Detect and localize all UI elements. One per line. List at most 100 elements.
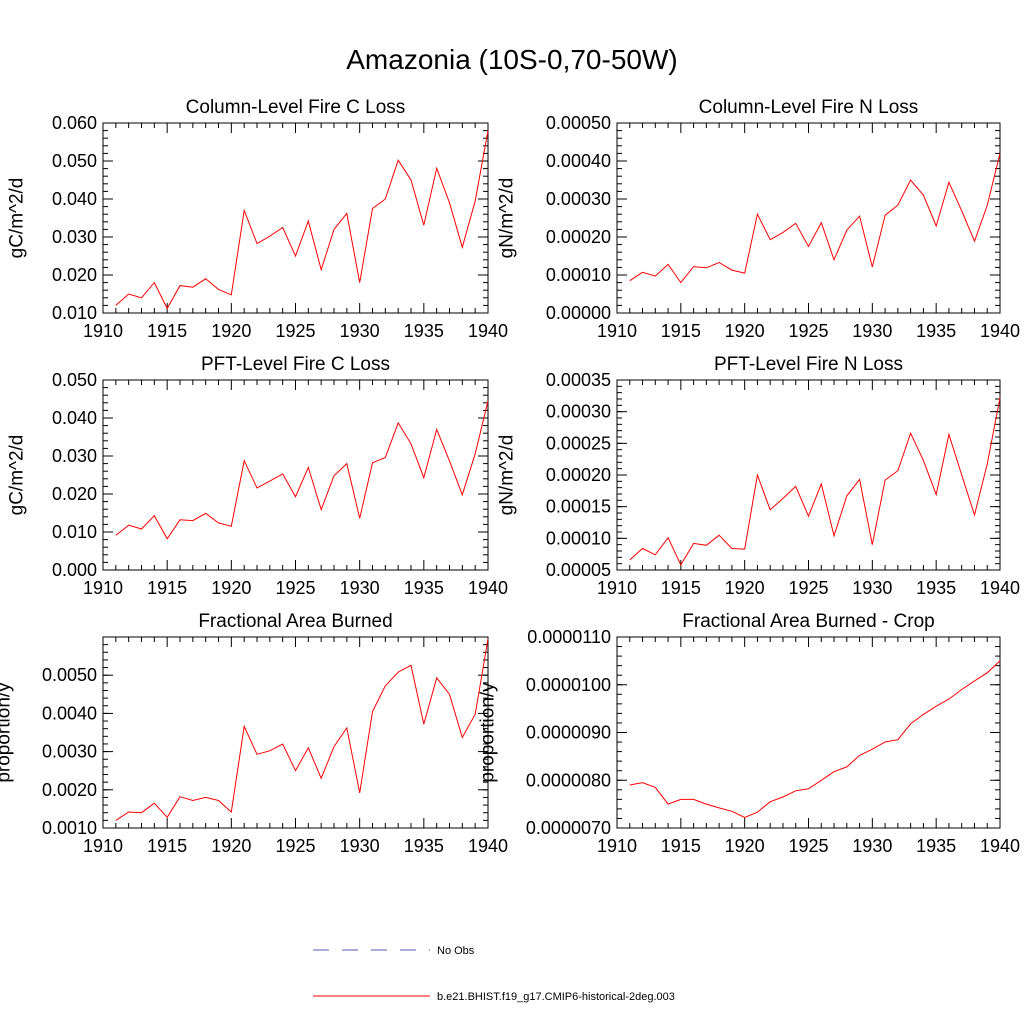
panel-4: PFT-Level Fire N Loss gN/m^2/d 1910 1915 192…: [497, 354, 1021, 598]
y-tick-label: 0.020: [52, 265, 97, 285]
panel-title: PFT-Level Fire N Loss: [714, 354, 903, 375]
x-tick-label: 1935: [916, 836, 956, 856]
x-tick-label: 1915: [661, 836, 701, 856]
legend-label-model-run: b.e21.BHIST.f19_g17.CMIP6-historical-2de…: [437, 991, 675, 1003]
x-tick-label: 1910: [597, 578, 637, 598]
legend-label-no-obs: No Obs: [437, 945, 475, 957]
y-axis-label: gC/m^2/d: [7, 178, 28, 259]
x-tick-label: 1930: [340, 836, 380, 856]
x-tick-label: 1920: [211, 321, 251, 341]
y-axis-label: proportion/y: [478, 682, 499, 783]
y-tick-label: 0.0020: [42, 780, 97, 800]
x-tick-label: 1940: [980, 836, 1020, 856]
y-tick-label: 0.040: [52, 408, 97, 428]
x-tick-label: 1920: [725, 836, 765, 856]
panel-title: Column-Level Fire N Loss: [699, 97, 919, 118]
y-tick-label: 0.040: [52, 189, 97, 209]
y-tick-label: 0.00005: [546, 560, 611, 580]
x-tick-label: 1925: [788, 578, 828, 598]
x-tick-label: 1915: [147, 578, 187, 598]
x-tick-label: 1930: [852, 836, 892, 856]
legend-entry-model-run: b.e21.BHIST.f19_g17.CMIP6-historical-2de…: [313, 991, 675, 1003]
panel-5: Fractional Area Burned proportion/y 1910 19…: [0, 611, 508, 856]
y-tick-label: 0.060: [52, 113, 97, 133]
y-tick-label: 0.00040: [546, 151, 611, 171]
x-tick-label: 1935: [404, 836, 444, 856]
x-tick-label: 1940: [980, 321, 1020, 341]
y-tick-label: 0.0050: [42, 665, 97, 685]
x-tick-label: 1930: [852, 321, 892, 341]
x-tick-label: 1935: [916, 321, 956, 341]
y-tick-label: 0.00010: [546, 265, 611, 285]
x-tick-label: 1920: [725, 321, 765, 341]
series-line: [115, 638, 489, 821]
panel-2: Column-Level Fire N Loss gN/m^2/d 1910 1915…: [497, 97, 1021, 341]
plot-frame: [616, 379, 1001, 571]
y-tick-label: 0.00030: [546, 402, 611, 422]
x-tick-label: 1935: [404, 321, 444, 341]
series-line: [115, 400, 489, 540]
legend-entry-no-obs: No Obs: [313, 945, 475, 957]
y-tick-label: 0.0000090: [526, 723, 611, 743]
y-tick-label: 0.00020: [546, 227, 611, 247]
y-tick-label: 0.00050: [546, 113, 611, 133]
panel-3: PFT-Level Fire C Loss gC/m^2/d 1910 1915 192…: [7, 354, 509, 598]
x-tick-label: 1920: [211, 578, 251, 598]
series-line: [115, 130, 489, 310]
y-tick-label: 0.030: [52, 227, 97, 247]
x-tick-label: 1925: [275, 836, 315, 856]
plot-frame: [102, 122, 489, 314]
x-tick-label: 1940: [468, 836, 508, 856]
x-tick-label: 1915: [147, 836, 187, 856]
legend: No Obs b.e21.BHIST.f19_g17.CMIP6-histori…: [313, 945, 675, 1003]
y-tick-label: 0.000: [52, 560, 97, 580]
x-tick-label: 1925: [788, 836, 828, 856]
x-tick-label: 1925: [275, 578, 315, 598]
y-axis-label: gN/m^2/d: [497, 435, 518, 516]
y-tick-label: 0.0000070: [526, 818, 611, 838]
x-tick-label: 1920: [725, 578, 765, 598]
x-tick-label: 1940: [980, 578, 1020, 598]
x-tick-label: 1930: [340, 578, 380, 598]
x-tick-label: 1910: [597, 321, 637, 341]
y-tick-label: 0.00030: [546, 189, 611, 209]
y-tick-label: 0.0040: [42, 703, 97, 723]
y-tick-label: 0.0010: [42, 818, 97, 838]
y-axis-label: gC/m^2/d: [7, 435, 28, 516]
series-line: [629, 397, 1001, 566]
plot-frame: [102, 636, 489, 829]
x-tick-label: 1925: [275, 321, 315, 341]
panel-title: PFT-Level Fire C Loss: [201, 354, 390, 375]
x-tick-label: 1930: [852, 578, 892, 598]
panel-title: Column-Level Fire C Loss: [186, 97, 406, 118]
series-line: [629, 660, 1001, 819]
x-tick-label: 1925: [788, 321, 828, 341]
x-tick-label: 1915: [147, 321, 187, 341]
y-tick-label: 0.050: [52, 151, 97, 171]
y-tick-label: 0.0000100: [526, 675, 611, 695]
plot-frame: [616, 636, 1001, 829]
x-tick-label: 1915: [661, 578, 701, 598]
y-tick-label: 0.010: [52, 522, 97, 542]
plot-frame: [616, 122, 1001, 314]
series-line: [629, 153, 1001, 284]
x-tick-label: 1910: [83, 321, 123, 341]
x-tick-label: 1920: [211, 836, 251, 856]
y-tick-label: 0.00000: [546, 303, 611, 323]
panel-title: Fractional Area Burned - Crop: [682, 611, 934, 632]
y-tick-label: 0.00035: [546, 370, 611, 390]
y-tick-label: 0.00015: [546, 497, 611, 517]
x-tick-label: 1915: [661, 321, 701, 341]
x-tick-label: 1910: [83, 836, 123, 856]
y-tick-label: 0.050: [52, 370, 97, 390]
x-tick-label: 1910: [83, 578, 123, 598]
x-tick-label: 1935: [916, 578, 956, 598]
y-tick-label: 0.010: [52, 303, 97, 323]
y-tick-label: 0.00010: [546, 528, 611, 548]
y-axis-label: gN/m^2/d: [497, 178, 518, 259]
x-tick-label: 1910: [597, 836, 637, 856]
page-title: Amazonia (10S-0,70-50W): [346, 44, 678, 75]
plot-frame: [102, 379, 489, 571]
x-tick-label: 1935: [404, 578, 444, 598]
